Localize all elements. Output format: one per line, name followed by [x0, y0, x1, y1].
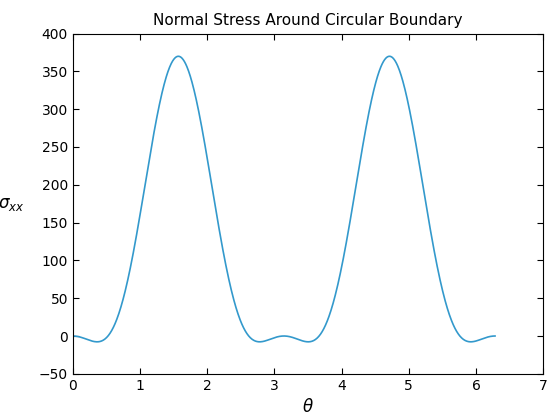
Title: Normal Stress Around Circular Boundary: Normal Stress Around Circular Boundary [153, 13, 463, 28]
X-axis label: $\theta$: $\theta$ [302, 398, 314, 416]
Y-axis label: $\sigma_{xx}$: $\sigma_{xx}$ [0, 195, 24, 213]
